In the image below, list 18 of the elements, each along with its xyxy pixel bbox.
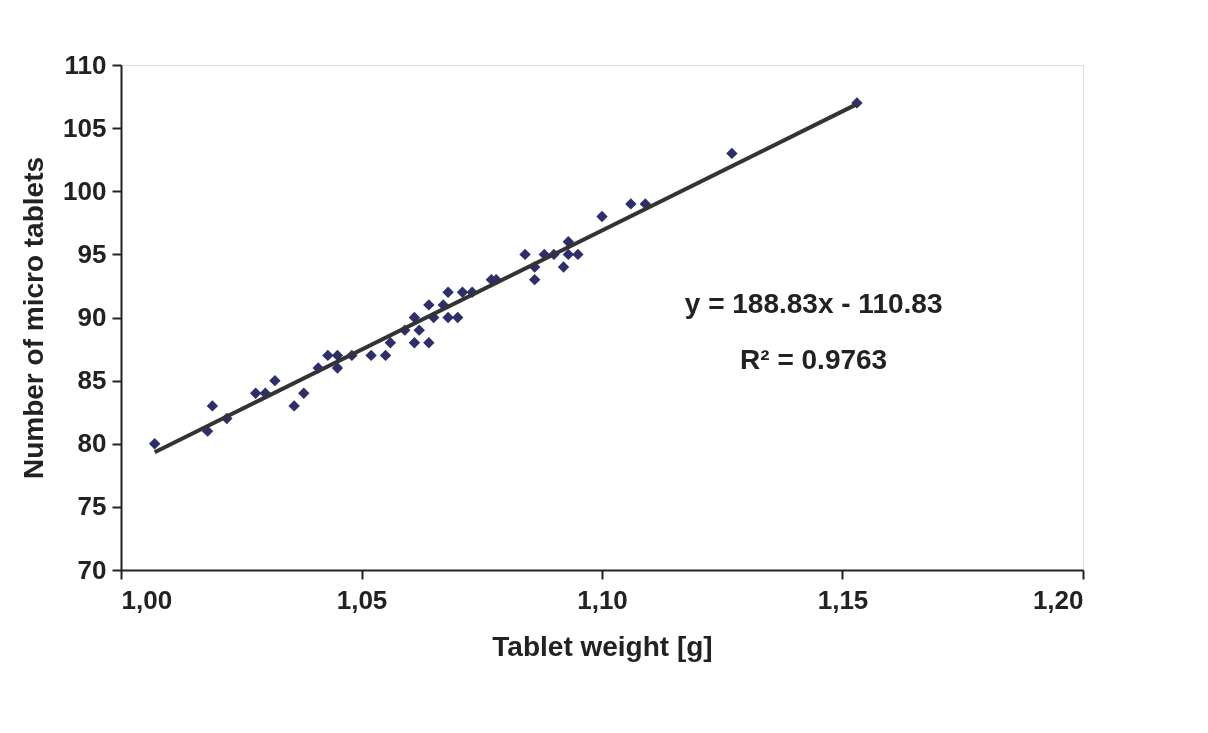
y-tick-label: 80 (77, 428, 107, 459)
x-tick-label: 1,00 (121, 584, 173, 615)
x-tick-label: 1,20 (1032, 584, 1084, 615)
x-tick-label: 1,10 (577, 584, 628, 615)
y-tick-label: 70 (77, 554, 107, 585)
y-tick-label: 110 (64, 49, 107, 80)
y-tick-label: 90 (77, 302, 107, 332)
y-tick-label: 85 (77, 365, 107, 396)
y-tick-label: 75 (77, 491, 107, 522)
x-axis-title: Tablet weight [g] (492, 630, 713, 662)
y-tick-label: 100 (63, 175, 107, 206)
x-tick-label: 1,15 (817, 584, 869, 615)
annotation: y = 188.83x - 110.83 (684, 287, 943, 319)
annotation: R² = 0.9763 (740, 343, 888, 375)
y-tick-label: 105 (63, 112, 107, 143)
y-tick-label: 95 (77, 238, 107, 269)
y-axis-title: Number of micro tablets (18, 156, 50, 480)
x-tick-label: 1,05 (336, 584, 388, 615)
